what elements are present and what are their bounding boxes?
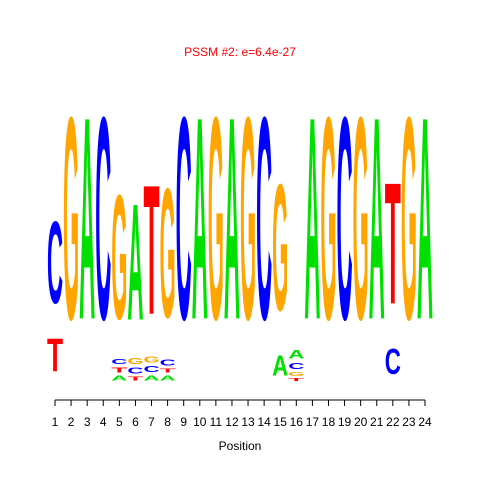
- logo-letter: G: [401, 57, 417, 380]
- logo-letter: A: [79, 57, 95, 380]
- logo-letter: T: [143, 147, 159, 354]
- x-tick-label: 11: [210, 415, 223, 429]
- logo-letter: C: [288, 361, 304, 371]
- logo-letter: G: [208, 57, 224, 380]
- logo-letter: G: [272, 148, 288, 349]
- logo-letter: C: [385, 343, 401, 383]
- logo-letter: G: [63, 57, 79, 380]
- logo-letter: A: [160, 374, 176, 382]
- logo-letter: A: [369, 57, 385, 380]
- logo-letter: T: [47, 329, 63, 382]
- logo-letter: A: [111, 374, 127, 382]
- x-tick-label: 24: [418, 415, 432, 429]
- logo-letter: T: [160, 368, 177, 374]
- x-axis-label: Position: [219, 439, 262, 453]
- logo-letter: C: [160, 358, 176, 368]
- x-tick-label: 1: [52, 415, 59, 429]
- logo-letter: G: [143, 355, 159, 364]
- logo-letter: G: [160, 150, 176, 357]
- x-tick-label: 8: [164, 415, 171, 429]
- x-tick-label: 23: [402, 415, 416, 429]
- logo-letter: G: [288, 371, 304, 377]
- logo-letter: G: [127, 357, 143, 366]
- logo-letter: C: [256, 57, 272, 380]
- logo-letter: C: [337, 57, 353, 380]
- x-tick-label: 17: [306, 415, 320, 429]
- x-tick-label: 13: [241, 415, 255, 429]
- logo-letter: A: [127, 171, 143, 356]
- x-tick-label: 4: [100, 415, 107, 429]
- logo-letter: C: [176, 57, 192, 380]
- x-tick-label: 5: [116, 415, 123, 429]
- logo-letter: C: [95, 57, 111, 380]
- logo-letter: C: [127, 366, 143, 376]
- x-tick-label: 19: [338, 415, 352, 429]
- x-tick-label: 21: [370, 415, 384, 429]
- x-tick-label: 14: [257, 415, 271, 429]
- logo-letter: A: [288, 348, 304, 361]
- logo-letter: T: [385, 148, 401, 341]
- x-tick-label: 16: [290, 415, 304, 429]
- logo-letter: T: [127, 376, 144, 382]
- logo-letter: C: [47, 197, 63, 328]
- x-tick-label: 7: [148, 415, 155, 429]
- logo-letter: G: [240, 57, 256, 380]
- logo-letter: A: [143, 374, 159, 382]
- logo-letter: G: [111, 157, 127, 356]
- x-tick-label: 18: [322, 415, 336, 429]
- logo-letter: G: [320, 57, 336, 380]
- x-tick-label: 2: [68, 415, 75, 429]
- logo-letter: C: [143, 364, 159, 374]
- logo-letter: G: [353, 57, 369, 380]
- logo-letter: T: [111, 366, 127, 374]
- x-tick-label: 12: [225, 415, 239, 429]
- x-tick-label: 9: [180, 415, 187, 429]
- x-tick-label: 3: [84, 415, 91, 429]
- x-tick-label: 10: [193, 415, 207, 429]
- logo-letter: C: [111, 358, 127, 366]
- x-tick-label: 22: [386, 415, 400, 429]
- logo-letter: T: [288, 377, 305, 382]
- logo-letter: A: [304, 57, 320, 380]
- logo-letter: A: [192, 57, 208, 380]
- chart-title: PSSM #2: e=6.4e-27: [184, 45, 296, 59]
- x-tick-label: 6: [132, 415, 139, 429]
- x-tick-label: 15: [274, 415, 288, 429]
- logo-letter: A: [417, 57, 433, 380]
- logo-letter: A: [224, 57, 240, 380]
- logo-letter: A: [272, 351, 288, 382]
- x-tick-label: 20: [354, 415, 368, 429]
